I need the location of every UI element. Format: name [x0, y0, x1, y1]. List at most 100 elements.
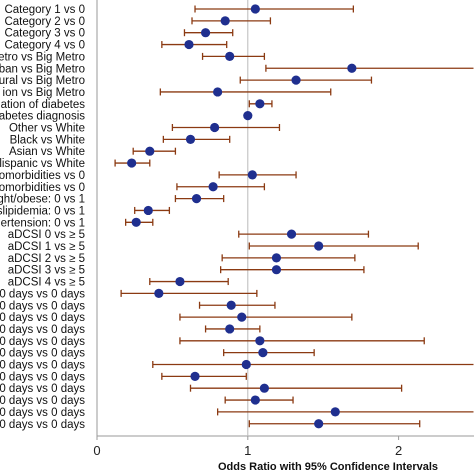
odds-ratio-point: [190, 371, 200, 381]
ci-row: [248, 419, 421, 429]
ci-row: [243, 111, 253, 121]
ci-row: [191, 16, 272, 26]
ci-row: [152, 359, 474, 370]
row-label: 60 days vs 0 days: [0, 371, 85, 383]
odds-ratio-point: [185, 134, 196, 144]
odds-ratio-point: [255, 99, 265, 109]
row-label: 60 days vs 0 days: [0, 383, 85, 395]
row-label: Other vs White: [9, 123, 85, 135]
odds-ratio-point: [347, 63, 357, 73]
odds-ratio-point: [286, 229, 297, 239]
row-label: Asian vs White: [9, 146, 85, 158]
x-tick-label: 2: [395, 443, 402, 458]
odds-ratio-point: [259, 383, 269, 393]
odds-ratio-point: [271, 253, 282, 263]
ci-row: [239, 75, 373, 85]
ci-row: [248, 99, 273, 109]
ci-row: [238, 229, 370, 239]
row-label: ban vs Big Metro: [0, 63, 85, 75]
ci-row: [218, 170, 297, 180]
row-label: aDCSI 4 vs ≥ 5: [8, 277, 85, 289]
odds-ratio-point: [143, 205, 153, 216]
x-axis-title: Odds Ratio with 95% Confidence Intervals: [218, 461, 438, 473]
row-label: ion vs Big Metro: [3, 87, 85, 99]
odds-ratio-point: [258, 348, 268, 358]
row-label: Category 2 vs 0: [4, 16, 85, 28]
ci-row: [125, 217, 154, 227]
odds-ratio-point: [225, 51, 235, 62]
ci-row: [161, 39, 228, 50]
odds-ratio-point: [200, 28, 211, 38]
odds-ratio-point: [127, 158, 137, 168]
ci-row: [201, 51, 266, 62]
row-label: 60 days vs 0 days: [0, 419, 85, 431]
row-label: 60 days vs 0 days: [0, 407, 85, 419]
row-label: aDCSI 0 vs ≥ 5: [8, 229, 85, 241]
row-label: etro vs Big Metro: [0, 51, 85, 63]
row-label: aDCSI 1 vs ≥ 5: [8, 241, 85, 253]
row-label: omorbidities vs 0: [0, 170, 85, 182]
ci-row: [134, 205, 171, 216]
row-label: 60 days vs 0 days: [0, 395, 85, 407]
row-label: 60 days vs 0 days: [0, 312, 85, 324]
row-label: aDCSI 2 vs ≥ 5: [8, 253, 85, 265]
row-label: omorbidities vs 0: [0, 182, 85, 194]
ci-row: [224, 395, 294, 405]
ci-row: [159, 87, 332, 97]
odds-ratio-point: [250, 4, 260, 14]
ci-row: [149, 276, 229, 287]
ci-row: [220, 265, 365, 275]
row-label: Black vs White: [10, 134, 85, 146]
odds-ratio-point: [208, 182, 218, 192]
odds-ratio-point: [225, 324, 235, 334]
row-label: Category 4 vs 0: [4, 40, 85, 52]
odds-ratio-point: [255, 336, 265, 346]
odds-ratio-point: [237, 312, 247, 322]
row-label: 60 days vs 0 days: [0, 336, 85, 348]
row-label: ation of diabetes: [1, 99, 86, 111]
odds-ratio-point: [250, 395, 260, 405]
row-label: ural vs Big Metro: [0, 75, 85, 87]
x-tick-label: 0: [93, 443, 100, 458]
odds-ratio-point: [184, 39, 194, 50]
row-label: 60 days vs 0 days: [0, 324, 85, 336]
ci-row: [265, 63, 474, 73]
row-label: 60 days vs 0 days: [0, 288, 85, 300]
ci-row: [120, 288, 258, 298]
odds-ratio-point: [241, 359, 251, 370]
row-label: 60 days vs 0 days: [0, 348, 85, 360]
row-label: Category 3 vs 0: [4, 28, 85, 40]
odds-ratio-point: [220, 16, 230, 26]
ci-row: [179, 336, 425, 346]
row-label: Category 1 vs 0: [4, 4, 85, 16]
ci-row: [204, 324, 261, 334]
row-label: abetes diagnosis: [0, 111, 85, 123]
ci-row: [221, 253, 356, 263]
x-tick-label: 1: [244, 443, 251, 458]
ci-row: [161, 371, 247, 381]
odds-ratio-point: [271, 265, 282, 275]
odds-ratio-point: [131, 217, 141, 227]
odds-ratio-point: [145, 146, 155, 156]
ci-row: [194, 4, 355, 14]
ci-row: [216, 407, 474, 417]
ci-row: [114, 158, 151, 168]
ci-row: [189, 383, 403, 393]
odds-ratio-point: [226, 300, 236, 310]
odds-ratio-point: [175, 276, 185, 287]
row-label: ght/obese: 0 vs 1: [0, 194, 85, 206]
ci-row: [183, 28, 234, 38]
ci-row: [176, 182, 266, 192]
odds-ratio-point: [330, 407, 340, 417]
odds-ratio-point: [314, 419, 324, 429]
row-label: 60 days vs 0 days: [0, 360, 85, 372]
ci-row: [171, 122, 281, 133]
row-label: ertension: 0 vs 1: [1, 217, 85, 229]
odds-ratio-point: [243, 111, 253, 121]
ci-row: [162, 134, 231, 144]
odds-ratio-point: [247, 170, 257, 180]
odds-ratio-point: [291, 75, 301, 85]
row-label: aDCSI 3 vs ≥ 5: [8, 265, 85, 277]
ci-row: [223, 348, 315, 358]
